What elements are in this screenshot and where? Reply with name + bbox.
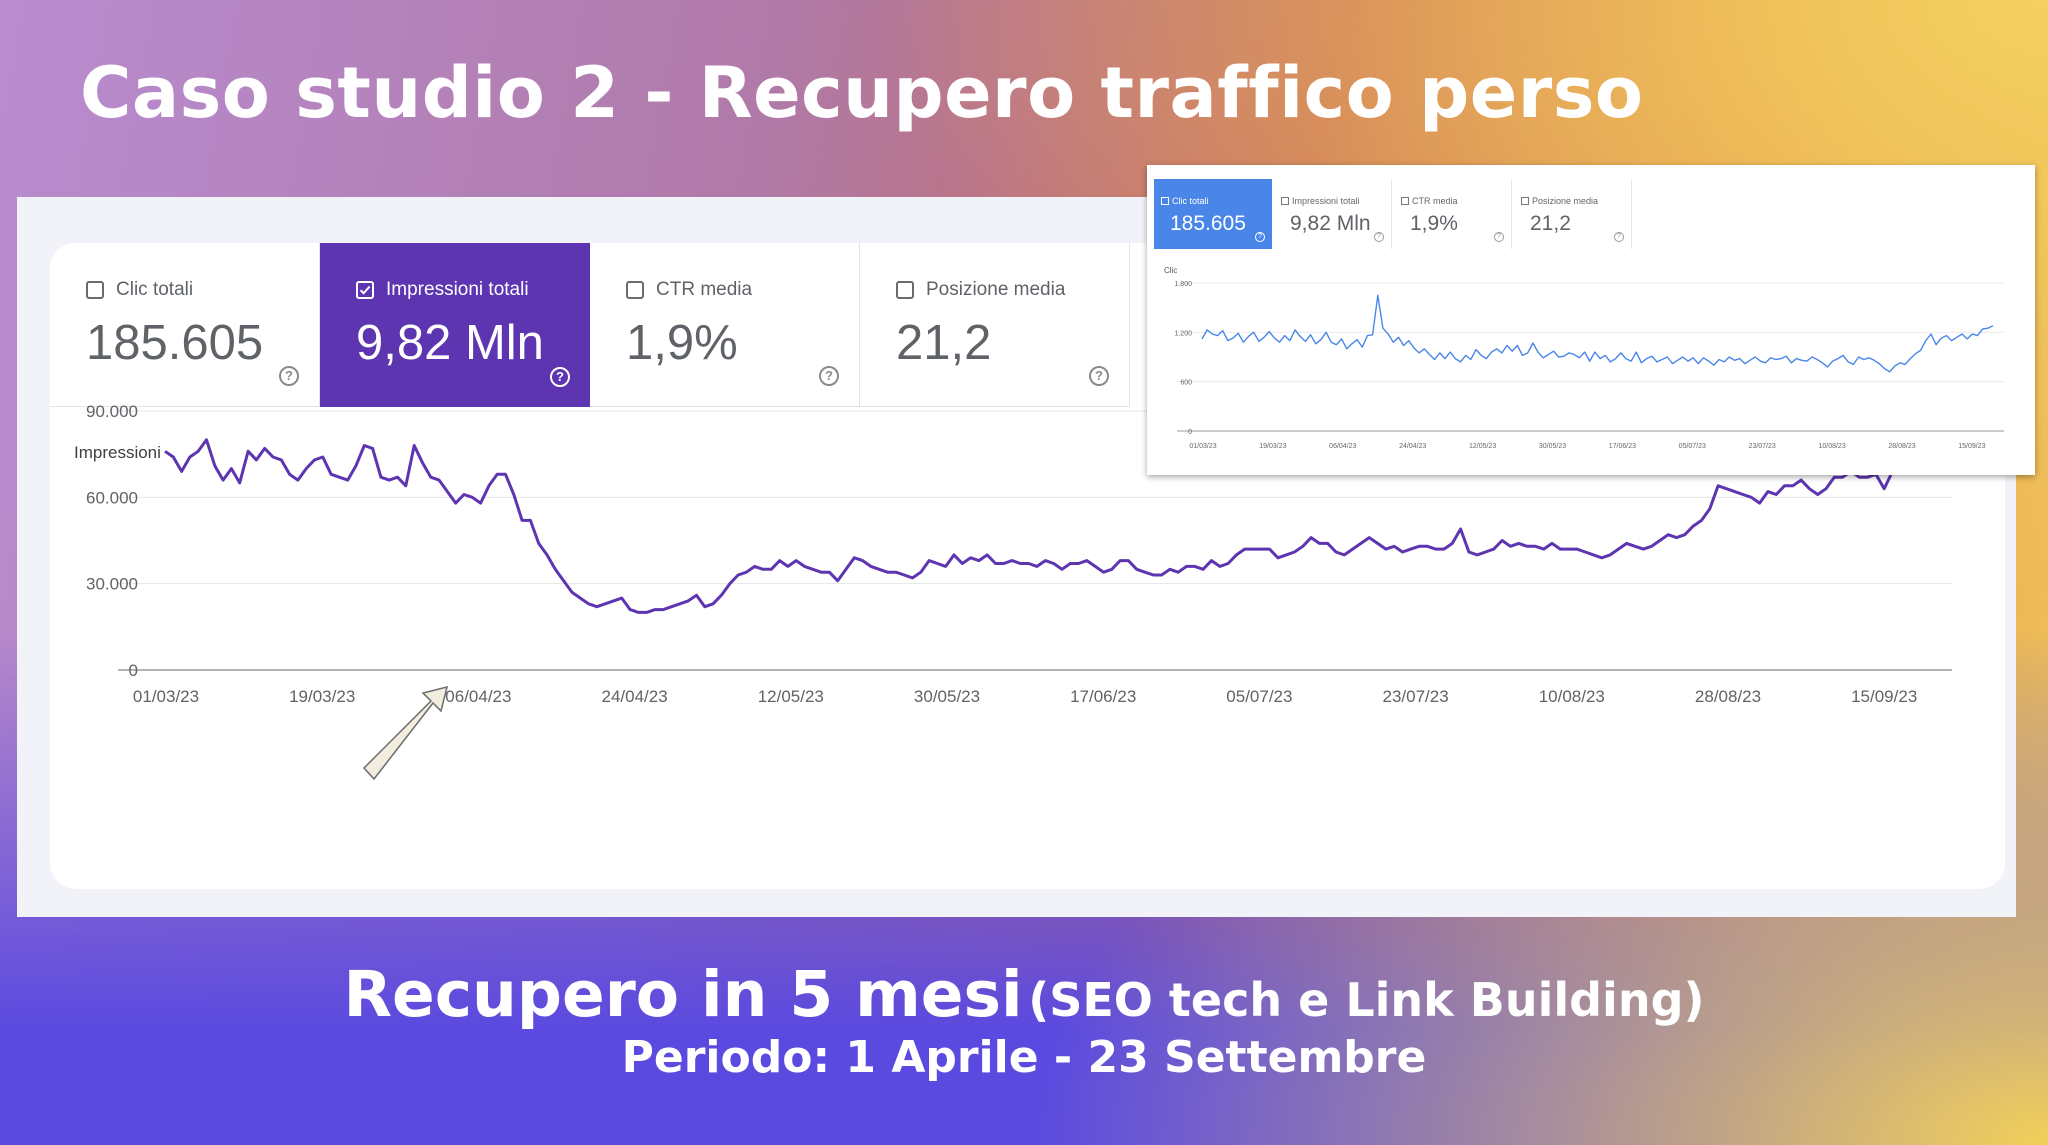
metric-label: CTR media (656, 279, 753, 300)
checkbox-unchecked-icon[interactable] (626, 281, 644, 299)
metric-label: Impressioni totali (386, 279, 529, 300)
checkbox-unchecked-icon[interactable] (1521, 197, 1529, 205)
help-icon[interactable]: ? (819, 366, 839, 386)
x-tick-label: 10/08/23 (1539, 687, 1605, 706)
x-tick-label: 15/09/23 (1851, 687, 1917, 706)
headline-main: Recupero in 5 mesi (343, 958, 1023, 1031)
y-tick-label: 600 (1180, 380, 1192, 387)
y-tick-label: 60.000 (86, 488, 138, 507)
x-tick-labels: 01/03/23 19/03/23 06/04/23 24/04/23 12/05/23… (133, 687, 1917, 706)
metric-label: Clic totali (1172, 196, 1209, 206)
x-tick-label: 19/03/23 (1259, 443, 1286, 450)
metric-tile-impressions[interactable]: Impressioni totali 9,82 Mln ? (320, 243, 590, 407)
x-tick-label: 12/05/23 (1469, 443, 1496, 450)
metric-label: CTR media (1412, 196, 1458, 206)
help-icon[interactable]: ? (1255, 232, 1265, 242)
impressions-series-line (164, 438, 1935, 614)
x-tick-label: 12/05/23 (758, 687, 824, 706)
metric-tile-ctr[interactable]: CTR media 1,9% ? (590, 243, 860, 407)
y-axis-label: Impressioni (74, 443, 161, 462)
y-axis-label: Clic (1164, 266, 1177, 275)
x-tick-label: 15/09/23 (1958, 443, 1985, 450)
y-tick-label: 0 (1188, 429, 1192, 436)
help-icon[interactable]: ? (1494, 232, 1504, 242)
x-tick-labels: 01/03/23 19/03/23 06/04/23 24/04/23 12/05/23… (1189, 443, 1985, 450)
x-tick-label: 05/07/23 (1226, 687, 1292, 706)
metric-value: 185.605 (86, 316, 264, 370)
x-tick-label: 19/03/23 (289, 687, 355, 706)
y-tick-labels: 0 600 1.200 1.800 (1174, 281, 1192, 436)
x-tick-label: 24/04/23 (602, 687, 668, 706)
x-tick-label: 30/05/23 (1539, 443, 1566, 450)
checkbox-unchecked-icon[interactable] (896, 281, 914, 299)
metric-label: Posizione media (1532, 196, 1599, 206)
y-tick-labels: 0 30.000 60.000 90.000 (86, 402, 138, 680)
inset-tile-ctr[interactable]: CTR media 1,9% ? (1394, 179, 1512, 249)
grid-lines (1177, 282, 2004, 432)
checkbox-checked-icon[interactable] (356, 281, 374, 299)
metric-tile-clicks[interactable]: Clic totali 185.605 ? (50, 243, 320, 407)
x-tick-label: 24/04/23 (1399, 443, 1426, 450)
metric-label: Impressioni totali (1292, 196, 1360, 206)
x-tick-label: 28/08/23 (1888, 443, 1915, 450)
y-tick-label: 0 (129, 661, 138, 680)
checkbox-checked-icon[interactable] (1161, 197, 1169, 205)
y-tick-label: 1.200 (1174, 330, 1192, 337)
checkbox-unchecked-icon[interactable] (86, 281, 104, 299)
help-icon[interactable]: ? (279, 366, 299, 386)
metric-tiles: Clic totali 185.605 ? Impressioni totali… (50, 243, 1130, 407)
x-tick-label: 06/04/23 (1329, 443, 1356, 450)
checkbox-unchecked-icon[interactable] (1401, 197, 1409, 205)
metric-label: Posizione media (926, 279, 1066, 300)
help-icon[interactable]: ? (550, 367, 570, 387)
x-tick-label: 06/04/23 (445, 687, 511, 706)
metric-value: 21,2 (1530, 212, 1571, 235)
inset-tile-position[interactable]: Posizione media 21,2 ? (1514, 179, 1632, 249)
y-tick-label: 1.800 (1174, 281, 1192, 288)
clicks-series-line (1201, 294, 1994, 373)
help-icon[interactable]: ? (1374, 232, 1384, 242)
inset-tile-clicks[interactable]: Clic totali 185.605 ? (1154, 179, 1272, 249)
metric-value: 185.605 (1170, 212, 1246, 235)
metric-value: 1,9% (1410, 212, 1458, 235)
metric-label: Clic totali (116, 279, 194, 300)
x-tick-label: 10/08/23 (1818, 443, 1845, 450)
metric-value: 1,9% (626, 316, 738, 370)
clicks-inset-screenshot: Clic totali 185.605 ? Impressioni totali… (1147, 165, 2035, 475)
x-tick-label: 28/08/23 (1695, 687, 1761, 706)
x-tick-label: 05/07/23 (1679, 443, 1706, 450)
impressions-chart: Impressioni 0 30.000 60.000 90.000 01/03/23… (74, 402, 1952, 781)
clicks-chart: Clic 0 600 1.200 1.800 01/03/23 19/03/23 06/0… (1164, 266, 2004, 450)
help-icon[interactable]: ? (1089, 366, 1109, 386)
inset-tile-impressions[interactable]: Impressioni totali 9,82 Mln ? (1274, 179, 1392, 249)
headline-note: (SEO tech e Link Building) (1028, 973, 1705, 1027)
x-tick-label: 30/05/23 (914, 687, 980, 706)
period-text: Periodo: 1 Aprile - 23 Settembre (621, 1032, 1427, 1083)
y-tick-label: 30.000 (86, 575, 138, 594)
annotation-arrow (362, 685, 449, 781)
checkbox-unchecked-icon[interactable] (1281, 197, 1289, 205)
x-tick-label: 23/07/23 (1749, 443, 1776, 450)
x-tick-label: 23/07/23 (1383, 687, 1449, 706)
y-tick-label: 90.000 (86, 402, 138, 421)
x-tick-label: 17/06/23 (1609, 443, 1636, 450)
x-tick-label: 17/06/23 (1070, 687, 1136, 706)
metric-tile-position[interactable]: Posizione media 21,2 ? (860, 243, 1130, 407)
metric-value: 9,82 Mln (1290, 212, 1371, 235)
slide-title: Caso studio 2 - Recupero traffico perso (80, 52, 1644, 134)
x-tick-label: 01/03/23 (133, 687, 199, 706)
metric-value: 21,2 (896, 316, 992, 370)
help-icon[interactable]: ? (1614, 232, 1624, 242)
metric-value: 9,82 Mln (356, 316, 544, 370)
x-tick-label: 01/03/23 (1189, 443, 1216, 450)
headline: Recupero in 5 mesi (SEO tech e Link Buil… (0, 958, 2048, 1031)
